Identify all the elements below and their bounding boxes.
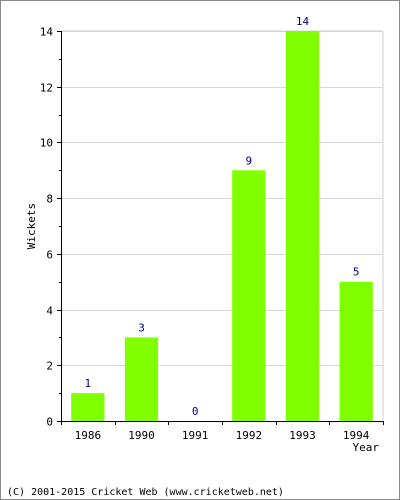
y-tick-label: 4 (46, 305, 53, 318)
bar (339, 281, 373, 421)
x-axis-title: Year (353, 441, 380, 454)
y-tick-label: 8 (46, 193, 53, 206)
bar (232, 170, 266, 421)
x-tick-label: 1992 (236, 429, 263, 442)
x-axis-ticks: 1986 1990 1991 1992 1993 1994 (61, 421, 384, 442)
y-axis-title: Wickets (25, 203, 38, 249)
x-tick-label: 1994 (343, 429, 370, 442)
grid-lines (61, 31, 383, 366)
bars (71, 31, 373, 421)
copyright-footer: (C) 2001-2015 Cricket Web (www.cricketwe… (7, 487, 284, 498)
x-tick-label: 1991 (182, 429, 209, 442)
y-tick-label: 0 (46, 416, 53, 429)
bar-value-label: 9 (246, 154, 253, 167)
x-tick-label: 1986 (75, 429, 102, 442)
y-tick-label: 10 (40, 137, 53, 150)
y-tick-label: 2 (46, 360, 53, 373)
bar-value-label: 5 (353, 266, 360, 279)
bar (71, 393, 105, 421)
bar-chart: 0 2 4 6 8 10 12 14 1 3 0 9 14 5 1986 1990 1991 1992 1993… (25, 15, 384, 454)
data-labels: 1 3 0 9 14 5 (85, 15, 360, 418)
bar-value-label: 1 (85, 377, 92, 390)
bar-value-label: 14 (296, 15, 310, 28)
bar (285, 31, 320, 421)
bar-value-label: 0 (192, 405, 199, 418)
x-tick-label: 1993 (289, 429, 316, 442)
y-axis-ticks: 0 2 4 6 8 10 12 14 (40, 26, 61, 429)
axes (61, 30, 384, 422)
y-tick-label: 14 (40, 26, 54, 39)
y-tick-label: 6 (46, 249, 53, 262)
x-tick-label: 1990 (128, 429, 155, 442)
bar (124, 337, 159, 421)
y-tick-label: 12 (40, 82, 53, 95)
bar-value-label: 3 (138, 321, 145, 334)
